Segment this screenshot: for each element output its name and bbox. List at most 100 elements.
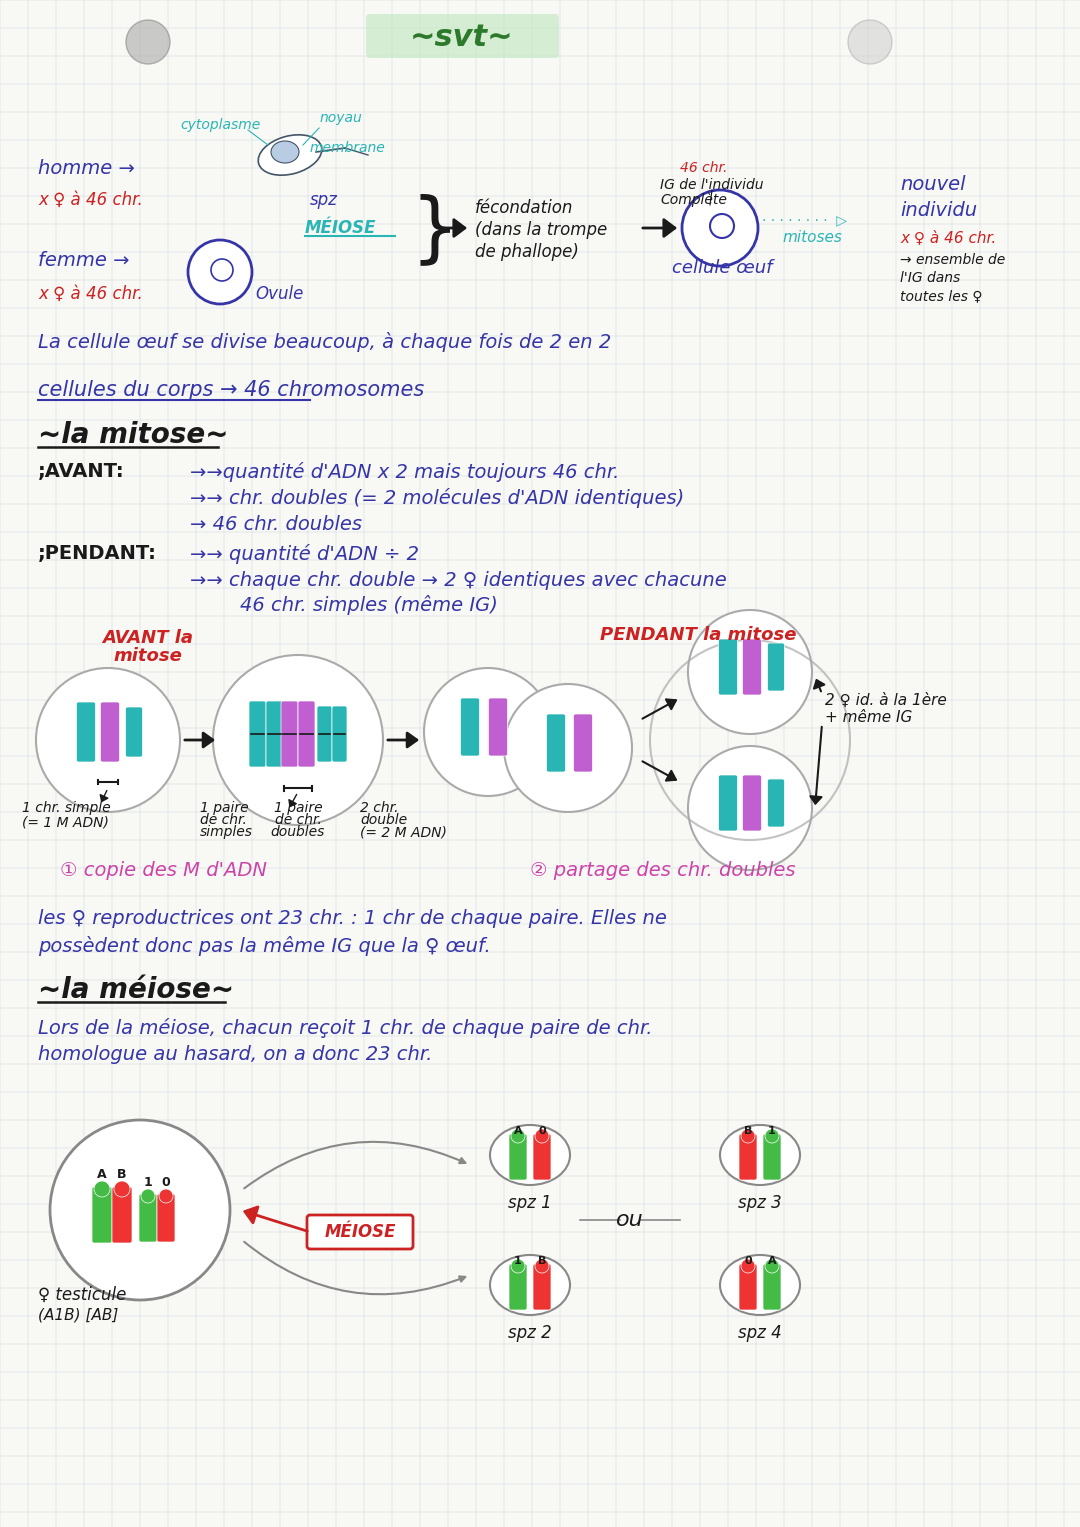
FancyBboxPatch shape bbox=[366, 14, 559, 58]
Text: (A1B) [AB]: (A1B) [AB] bbox=[38, 1307, 119, 1322]
Text: nouvel: nouvel bbox=[900, 176, 966, 194]
FancyBboxPatch shape bbox=[100, 702, 120, 762]
FancyBboxPatch shape bbox=[281, 701, 298, 767]
Text: MÉIOSE: MÉIOSE bbox=[324, 1223, 395, 1241]
FancyBboxPatch shape bbox=[739, 1264, 757, 1310]
FancyBboxPatch shape bbox=[157, 1194, 175, 1241]
Text: ~la méiose~: ~la méiose~ bbox=[38, 976, 234, 1003]
Text: spz: spz bbox=[310, 191, 338, 209]
Text: femme →: femme → bbox=[38, 250, 130, 269]
Text: de phallope): de phallope) bbox=[475, 243, 579, 261]
FancyBboxPatch shape bbox=[266, 701, 283, 767]
Circle shape bbox=[36, 667, 180, 812]
Text: mitose: mitose bbox=[113, 647, 183, 664]
FancyBboxPatch shape bbox=[768, 779, 784, 828]
Circle shape bbox=[504, 684, 632, 812]
Text: simples: simples bbox=[200, 825, 253, 838]
Text: A: A bbox=[97, 1168, 107, 1182]
FancyBboxPatch shape bbox=[534, 1135, 551, 1180]
Text: B: B bbox=[538, 1257, 546, 1266]
Circle shape bbox=[159, 1190, 173, 1203]
Text: mitoses: mitoses bbox=[782, 231, 842, 246]
Text: 2 chr.: 2 chr. bbox=[360, 802, 399, 815]
Text: de chr.: de chr. bbox=[200, 812, 247, 828]
Text: }: } bbox=[410, 192, 459, 267]
FancyBboxPatch shape bbox=[573, 715, 593, 773]
FancyBboxPatch shape bbox=[546, 715, 566, 773]
Text: B: B bbox=[744, 1125, 752, 1136]
Text: 1 chr. simple: 1 chr. simple bbox=[22, 802, 110, 815]
Circle shape bbox=[114, 1180, 130, 1197]
Circle shape bbox=[741, 1128, 755, 1144]
Circle shape bbox=[741, 1258, 755, 1274]
Ellipse shape bbox=[720, 1255, 800, 1315]
Circle shape bbox=[213, 655, 383, 825]
Circle shape bbox=[688, 747, 812, 870]
Text: spz 4: spz 4 bbox=[738, 1324, 782, 1342]
Text: ♀ testicule: ♀ testicule bbox=[38, 1286, 126, 1304]
FancyBboxPatch shape bbox=[139, 1194, 157, 1241]
FancyBboxPatch shape bbox=[768, 643, 784, 692]
Circle shape bbox=[511, 1128, 525, 1144]
Text: A: A bbox=[768, 1257, 777, 1266]
Text: spz 2: spz 2 bbox=[508, 1324, 552, 1342]
Text: homme →: homme → bbox=[38, 159, 135, 177]
Text: cellules du corps → 46 chromosomes: cellules du corps → 46 chromosomes bbox=[38, 380, 424, 400]
Text: noyau: noyau bbox=[320, 111, 363, 125]
Text: →→ chr. doubles (= 2 molécules d'ADN identiques): →→ chr. doubles (= 2 molécules d'ADN ide… bbox=[190, 489, 685, 508]
Text: →→ chaque chr. double → 2 ♀ identiques avec chacune: →→ chaque chr. double → 2 ♀ identiques a… bbox=[190, 571, 727, 589]
Circle shape bbox=[535, 1128, 549, 1144]
Text: homologue au hasard, on a donc 23 chr.: homologue au hasard, on a donc 23 chr. bbox=[38, 1046, 432, 1064]
Text: →→quantité d'ADN x 2 mais toujours 46 chr.: →→quantité d'ADN x 2 mais toujours 46 ch… bbox=[190, 463, 619, 483]
FancyBboxPatch shape bbox=[743, 776, 761, 831]
Text: 0: 0 bbox=[538, 1125, 545, 1136]
FancyBboxPatch shape bbox=[739, 1135, 757, 1180]
Circle shape bbox=[681, 189, 758, 266]
FancyBboxPatch shape bbox=[125, 707, 143, 757]
Text: ;PENDANT:: ;PENDANT: bbox=[38, 545, 157, 563]
FancyBboxPatch shape bbox=[77, 702, 95, 762]
Text: 46 chr. simples (même IG): 46 chr. simples (même IG) bbox=[240, 596, 498, 615]
Text: ~svt~: ~svt~ bbox=[410, 23, 514, 52]
FancyBboxPatch shape bbox=[488, 698, 508, 756]
FancyBboxPatch shape bbox=[509, 1135, 527, 1180]
Text: cytoplasme: cytoplasme bbox=[180, 118, 260, 131]
FancyBboxPatch shape bbox=[92, 1186, 112, 1243]
Text: 46 chr.: 46 chr. bbox=[680, 160, 727, 176]
Text: de chr.: de chr. bbox=[274, 812, 322, 828]
Text: ;AVANT:: ;AVANT: bbox=[38, 463, 124, 481]
Text: Lors de la méiose, chacun reçoit 1 chr. de chaque paire de chr.: Lors de la méiose, chacun reçoit 1 chr. … bbox=[38, 1019, 652, 1038]
FancyBboxPatch shape bbox=[332, 705, 347, 762]
FancyBboxPatch shape bbox=[460, 698, 480, 756]
Ellipse shape bbox=[258, 134, 322, 176]
Text: 2 ♀ id. à la 1ère: 2 ♀ id. à la 1ère bbox=[825, 693, 947, 707]
Text: l'IG dans: l'IG dans bbox=[900, 270, 960, 286]
Text: x ♀ à 46 chr.: x ♀ à 46 chr. bbox=[38, 191, 143, 209]
Text: x ♀ à 46 chr.: x ♀ à 46 chr. bbox=[900, 231, 996, 246]
Text: spz 1: spz 1 bbox=[508, 1194, 552, 1212]
Text: 1 paire: 1 paire bbox=[273, 802, 322, 815]
Text: + même IG: + même IG bbox=[825, 710, 913, 725]
FancyBboxPatch shape bbox=[509, 1264, 527, 1310]
FancyBboxPatch shape bbox=[762, 1264, 781, 1310]
Circle shape bbox=[535, 1258, 549, 1274]
Circle shape bbox=[511, 1258, 525, 1274]
Text: IG de l'individu: IG de l'individu bbox=[660, 179, 764, 192]
FancyBboxPatch shape bbox=[318, 705, 332, 762]
Circle shape bbox=[765, 1128, 779, 1144]
Text: 0: 0 bbox=[162, 1176, 171, 1188]
Circle shape bbox=[126, 20, 170, 64]
Text: AVANT la: AVANT la bbox=[103, 629, 193, 647]
Text: toutes les ♀: toutes les ♀ bbox=[900, 289, 983, 302]
Circle shape bbox=[50, 1119, 230, 1299]
Text: Complète: Complète bbox=[660, 192, 727, 208]
Text: doubles: doubles bbox=[271, 825, 325, 838]
Circle shape bbox=[688, 609, 812, 734]
Circle shape bbox=[424, 667, 552, 796]
Ellipse shape bbox=[271, 140, 299, 163]
Text: Ovule: Ovule bbox=[255, 286, 303, 302]
Text: A: A bbox=[514, 1125, 523, 1136]
Text: (dans la trompe: (dans la trompe bbox=[475, 221, 607, 240]
FancyBboxPatch shape bbox=[249, 701, 266, 767]
FancyBboxPatch shape bbox=[718, 776, 738, 831]
